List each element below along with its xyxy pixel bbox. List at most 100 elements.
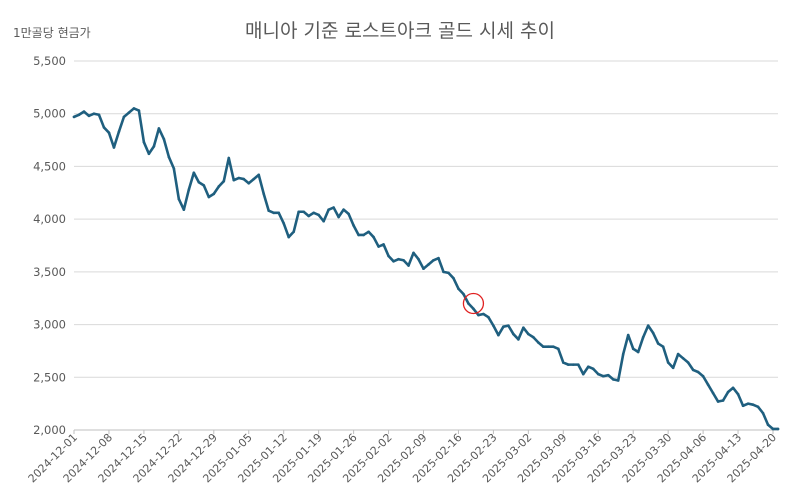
data-point: [487, 315, 490, 319]
data-point: [132, 107, 136, 110]
data-point: [527, 332, 530, 336]
data-point: [247, 182, 251, 185]
data-point: [92, 112, 96, 116]
data-point: [172, 167, 176, 170]
data-point: [492, 324, 495, 327]
data-point: [277, 211, 281, 215]
data-point: [711, 391, 715, 395]
data-point: [347, 212, 350, 216]
data-point: [721, 399, 725, 402]
data-point: [312, 211, 315, 215]
data-point: [726, 390, 730, 394]
data-point: [202, 184, 206, 187]
data-point: [222, 179, 226, 183]
data-point: [227, 156, 231, 160]
data-point: [636, 350, 640, 354]
data-point: [242, 177, 246, 181]
data-point: [656, 342, 660, 345]
data-point: [152, 145, 156, 148]
data-point: [457, 287, 460, 291]
data-point: [427, 263, 430, 266]
data-point: [741, 404, 745, 408]
data-point: [442, 270, 445, 274]
data-point: [212, 192, 216, 196]
data-point: [581, 372, 585, 376]
y-tick-label: 4,500: [33, 159, 66, 173]
data-point: [157, 127, 161, 130]
data-point: [127, 111, 131, 114]
data-point: [102, 126, 106, 129]
data-point: [302, 210, 305, 214]
data-point: [192, 171, 196, 175]
data-point: [691, 368, 695, 372]
data-point: [397, 257, 400, 261]
y-tick-label: 2,500: [33, 370, 66, 384]
data-point: [631, 347, 635, 351]
data-point: [267, 209, 271, 213]
data-point: [232, 178, 236, 182]
data-point: [422, 267, 425, 270]
data-point: [77, 113, 81, 117]
data-point: [372, 235, 375, 239]
data-point: [576, 363, 580, 366]
data-point: [437, 256, 440, 260]
data-point: [97, 113, 101, 117]
data-point: [462, 292, 465, 296]
data-point: [252, 177, 256, 181]
data-point: [467, 302, 470, 305]
data-point: [776, 427, 780, 431]
data-point: [596, 372, 600, 376]
data-point: [107, 131, 111, 134]
data-point: [671, 366, 675, 370]
data-point: [771, 427, 775, 431]
data-point: [477, 313, 480, 317]
data-point: [507, 324, 510, 327]
data-point: [112, 146, 116, 149]
y-tick-label: 4,000: [33, 212, 66, 226]
data-point: [661, 345, 665, 349]
data-point: [641, 335, 645, 339]
data-point: [731, 386, 735, 390]
data-point: [746, 402, 750, 405]
data-point: [272, 211, 276, 215]
data-point: [147, 152, 151, 156]
data-point: [567, 363, 570, 366]
data-point: [82, 110, 86, 113]
data-point: [542, 345, 545, 349]
data-point: [706, 383, 710, 386]
data-point: [187, 188, 191, 191]
data-point: [532, 335, 535, 339]
data-point: [342, 208, 345, 211]
data-point: [327, 208, 330, 211]
data-point: [137, 109, 141, 112]
data-point: [646, 324, 650, 327]
data-point: [207, 195, 211, 199]
data-point: [591, 367, 595, 371]
data-point: [162, 137, 166, 141]
x-tick-labels: 2024-12-012024-12-082024-12-152024-12-22…: [26, 430, 779, 485]
data-point: [676, 352, 680, 356]
data-point: [367, 230, 370, 234]
data-point: [352, 224, 355, 227]
data-point: [412, 251, 415, 255]
data-point: [392, 260, 395, 263]
y-axis-label: 1만골당 현금가: [13, 26, 91, 40]
data-point: [502, 325, 505, 328]
data-point: [716, 400, 720, 403]
data-point: [282, 222, 286, 225]
data-point: [167, 155, 171, 159]
data-point: [382, 243, 385, 246]
data-point: [317, 213, 320, 217]
data-point: [586, 365, 590, 369]
data-point: [751, 403, 755, 407]
data-point: [357, 233, 360, 237]
data-point: [557, 347, 560, 351]
y-tick-label: 3,000: [33, 318, 66, 332]
series-line: [72, 107, 780, 431]
data-point: [377, 245, 380, 248]
data-point: [547, 345, 550, 349]
y-tick-label: 2,000: [33, 423, 66, 437]
data-point: [217, 185, 221, 188]
data-point: [472, 307, 475, 311]
